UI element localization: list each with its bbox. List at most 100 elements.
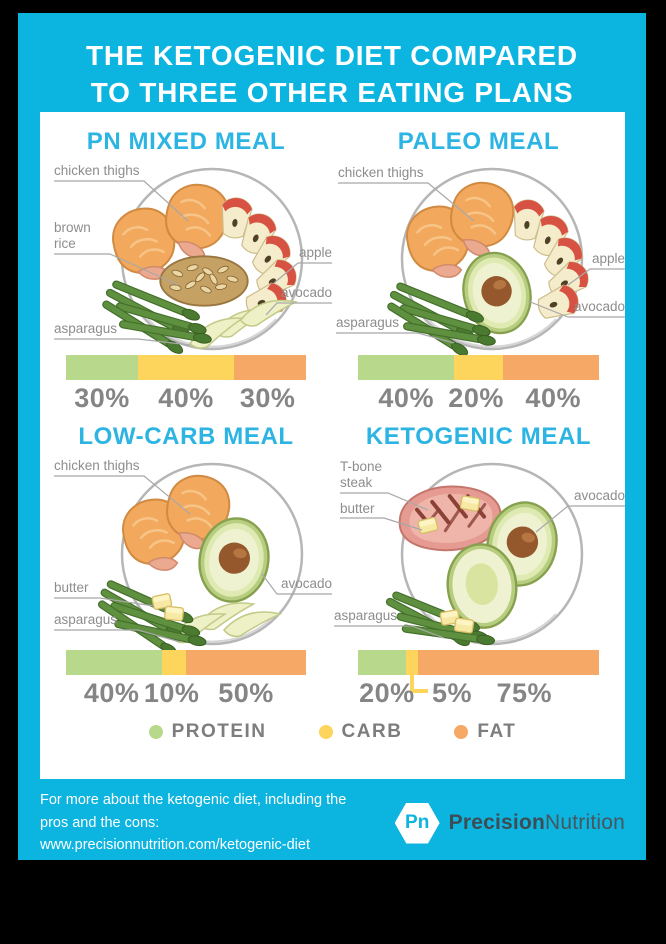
protein-percent-label: 30% — [74, 383, 130, 413]
carb-connector-line — [409, 673, 428, 693]
macro-bar-paleo — [358, 355, 599, 380]
carb-percent-label: 20% — [448, 383, 504, 413]
brand-name-precision: Precision — [448, 811, 545, 834]
food-label-asparagus: asparagus — [54, 612, 117, 627]
footer-note-line2: pros and the cons: www.precisionnutritio… — [40, 814, 310, 854]
legend-item-fat: FAT — [454, 721, 516, 743]
fat-percent-label: 40% — [525, 383, 581, 413]
macro-bar-ketogenic — [358, 650, 599, 675]
percent-row-pn-mixed: 30% 40% 30% — [66, 380, 306, 421]
leader-line — [340, 517, 423, 531]
carb-segment — [406, 650, 419, 675]
leader-line — [54, 597, 155, 607]
food-label-avocado: avocado — [281, 576, 332, 591]
butter-icon — [163, 605, 185, 622]
leader-line — [567, 268, 625, 286]
butter-icon — [453, 617, 475, 634]
leader-line — [54, 338, 191, 346]
carb-segment — [454, 355, 503, 380]
legend-label-protein: PROTEIN — [171, 721, 267, 742]
protein-segment — [66, 650, 162, 675]
page-title-line2: TO THREE OTHER EATING PLANS — [90, 76, 574, 108]
food-label-avocado: avocado — [574, 299, 625, 314]
macro-bar-pn-mixed — [66, 355, 306, 380]
leader-line — [340, 492, 429, 511]
plate-illustration-pn-mixed: chicken thighs brown rice apple avocado … — [54, 163, 332, 355]
percent-row-low-carb: 40% 10% 50% — [66, 675, 306, 716]
pn-hexagon-icon: Pn — [394, 802, 440, 844]
food-label-asparagus: asparagus — [54, 321, 117, 336]
poster-background: THE KETOGENIC DIET COMPARED TO THREE OTH… — [18, 13, 646, 860]
brand-name: PrecisionNutrition — [449, 811, 625, 835]
food-label-chicken: chicken thighs — [54, 163, 140, 178]
leader-line — [261, 573, 332, 595]
footer: For more about the ketogenic diet, inclu… — [40, 792, 625, 854]
meal-panel-paleo: PALEO MEAL — [332, 126, 625, 421]
leader-line — [338, 182, 475, 222]
food-label-butter: butter — [54, 580, 89, 595]
protein-dot-icon — [148, 725, 163, 739]
meal-title-paleo: PALEO MEAL — [397, 128, 560, 155]
brand-name-nutrition: Nutrition — [545, 811, 625, 834]
food-label-asparagus: asparagus — [334, 608, 397, 623]
food-label-avocado: avocado — [281, 285, 332, 300]
brown-rice-icon — [159, 255, 249, 307]
legend-label-fat: FAT — [477, 721, 517, 742]
meal-panel-low-carb: LOW-CARB MEAL — [40, 421, 332, 716]
percent-row-ketogenic: 20% 5% 75% — [358, 673, 599, 716]
meal-title-ketogenic: KETOGENIC MEAL — [365, 423, 592, 450]
food-label-tbone-line1: T-bone — [340, 459, 382, 474]
leader-line — [54, 180, 189, 222]
meal-grid: PN MIXED MEAL — [40, 112, 625, 716]
fat-segment — [502, 355, 599, 380]
content-card: PN MIXED MEAL — [40, 112, 625, 779]
plate-illustration-paleo: chicken thighs apple avocado asparagus — [336, 165, 625, 355]
leader-line — [273, 262, 332, 284]
page-title: THE KETOGENIC DIET COMPARED TO THREE OTH… — [26, 38, 638, 112]
legend-item-protein: PROTEIN — [148, 721, 267, 743]
leader-line — [527, 300, 625, 318]
legend-item-carb: CARB — [318, 721, 403, 743]
carb-segment — [138, 355, 234, 380]
protein-percent-label: 40% — [83, 678, 140, 708]
fat-dot-icon — [454, 725, 469, 739]
fat-segment — [418, 650, 599, 675]
food-label-rice: rice — [54, 236, 76, 251]
brand-logo: Pn PrecisionNutrition — [394, 802, 625, 844]
protein-percent-label: 20% — [359, 678, 415, 708]
leader-line — [336, 332, 455, 344]
carb-percent-label: 10% — [143, 678, 200, 708]
carb-segment — [162, 650, 186, 675]
protein-segment — [358, 355, 455, 380]
leader-line — [54, 253, 179, 286]
page-title-line1: THE KETOGENIC DIET COMPARED — [86, 40, 578, 71]
carb-dot-icon — [318, 725, 333, 739]
leader-line — [54, 629, 181, 643]
fat-segment — [186, 650, 306, 675]
leader-line — [265, 302, 332, 316]
food-label-brown: brown — [54, 220, 91, 235]
footer-note: For more about the ketogenic diet, inclu… — [40, 789, 395, 856]
macro-bar-low-carb — [66, 650, 306, 675]
food-label-apple: apple — [592, 251, 625, 266]
plate-illustration-low-carb: chicken thighs butter asparagus avocado — [54, 458, 332, 650]
macro-legend: PROTEIN CARB FAT — [40, 721, 625, 743]
percent-row-paleo: 40% 20% 40% — [358, 380, 599, 421]
fat-segment — [234, 355, 306, 380]
leader-line — [334, 625, 445, 639]
meal-panel-ketogenic: KETOGENIC MEAL — [332, 421, 625, 716]
carb-percent-label: 5% — [431, 678, 472, 708]
meal-title-low-carb: LOW-CARB MEAL — [78, 423, 294, 450]
food-label-chicken: chicken thighs — [338, 165, 424, 180]
protein-segment — [358, 650, 407, 675]
footer-note-line1: For more about the ketogenic diet, inclu… — [40, 792, 347, 809]
leader-line — [54, 475, 191, 515]
protein-percent-label: 40% — [378, 383, 434, 413]
food-label-butter: butter — [340, 501, 375, 516]
fat-percent-label: 75% — [496, 678, 553, 708]
fat-percent-label: 50% — [218, 678, 274, 708]
food-label-apple: apple — [299, 245, 332, 260]
meal-title-pn-mixed: PN MIXED MEAL — [86, 128, 286, 155]
food-label-tbone-line2: steak — [340, 475, 373, 490]
